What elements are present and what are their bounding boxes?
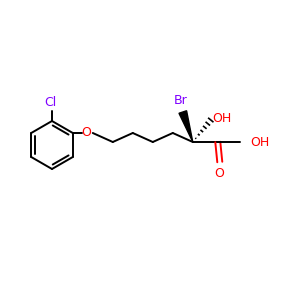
Text: Br: Br [174, 94, 188, 107]
Text: Cl: Cl [44, 96, 56, 109]
Text: OH: OH [212, 112, 231, 125]
Text: OH: OH [250, 136, 269, 148]
Polygon shape [179, 111, 193, 142]
Text: O: O [81, 127, 91, 140]
Text: O: O [214, 167, 224, 180]
